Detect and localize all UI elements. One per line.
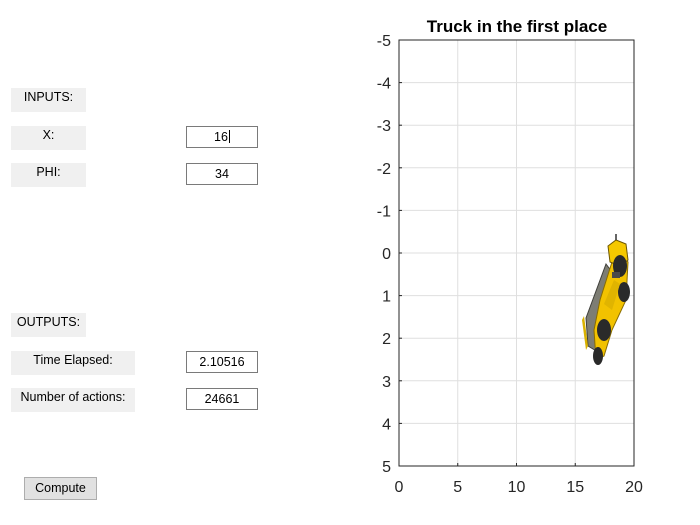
truck-image (582, 234, 630, 365)
number-of-actions-label: Number of actions: (11, 388, 135, 412)
y-tick-label: -4 (377, 76, 391, 93)
x-input-value: 16 (214, 130, 228, 144)
time-elapsed-field[interactable]: 2.10516 (186, 351, 258, 373)
text-caret (228, 130, 230, 143)
y-tick-label: 2 (382, 331, 391, 348)
truck-back-tire (593, 347, 603, 365)
truck-bed-edge (582, 316, 588, 350)
y-tick-label: 5 (382, 459, 391, 476)
y-tick-label: -2 (377, 161, 391, 178)
chart-title: Truck in the first place (427, 17, 607, 36)
inputs-header: INPUTS: (11, 88, 86, 112)
y-tick-label: -5 (377, 33, 391, 50)
y-tick-label: 1 (382, 289, 391, 306)
truck-middle-tire (618, 282, 630, 302)
x-tick-label: 5 (453, 479, 462, 496)
x-tick-label: 0 (395, 479, 404, 496)
y-tick-label: 3 (382, 374, 391, 391)
y-tick-label: -3 (377, 118, 391, 135)
compute-button[interactable]: Compute (24, 477, 97, 500)
x-tick-label: 15 (566, 479, 584, 496)
phi-input[interactable]: 34 (186, 163, 258, 185)
y-tick-label: 0 (382, 246, 391, 263)
x-tick-label: 10 (508, 479, 526, 496)
phi-label: PHI: (11, 163, 86, 187)
truck-front-tire (613, 255, 627, 277)
y-tick-label: -1 (377, 203, 391, 220)
time-elapsed-label: Time Elapsed: (11, 351, 135, 375)
x-label: X: (11, 126, 86, 150)
truck-side-panel (604, 280, 620, 310)
y-tick-label: 4 (382, 416, 391, 433)
x-input[interactable]: 16 (186, 126, 258, 148)
outputs-header: OUTPUTS: (11, 313, 86, 337)
number-of-actions-field[interactable]: 24661 (186, 388, 258, 410)
truck-rear-tire (597, 319, 611, 341)
x-tick-label: 20 (625, 479, 643, 496)
truck-grille (612, 272, 620, 278)
